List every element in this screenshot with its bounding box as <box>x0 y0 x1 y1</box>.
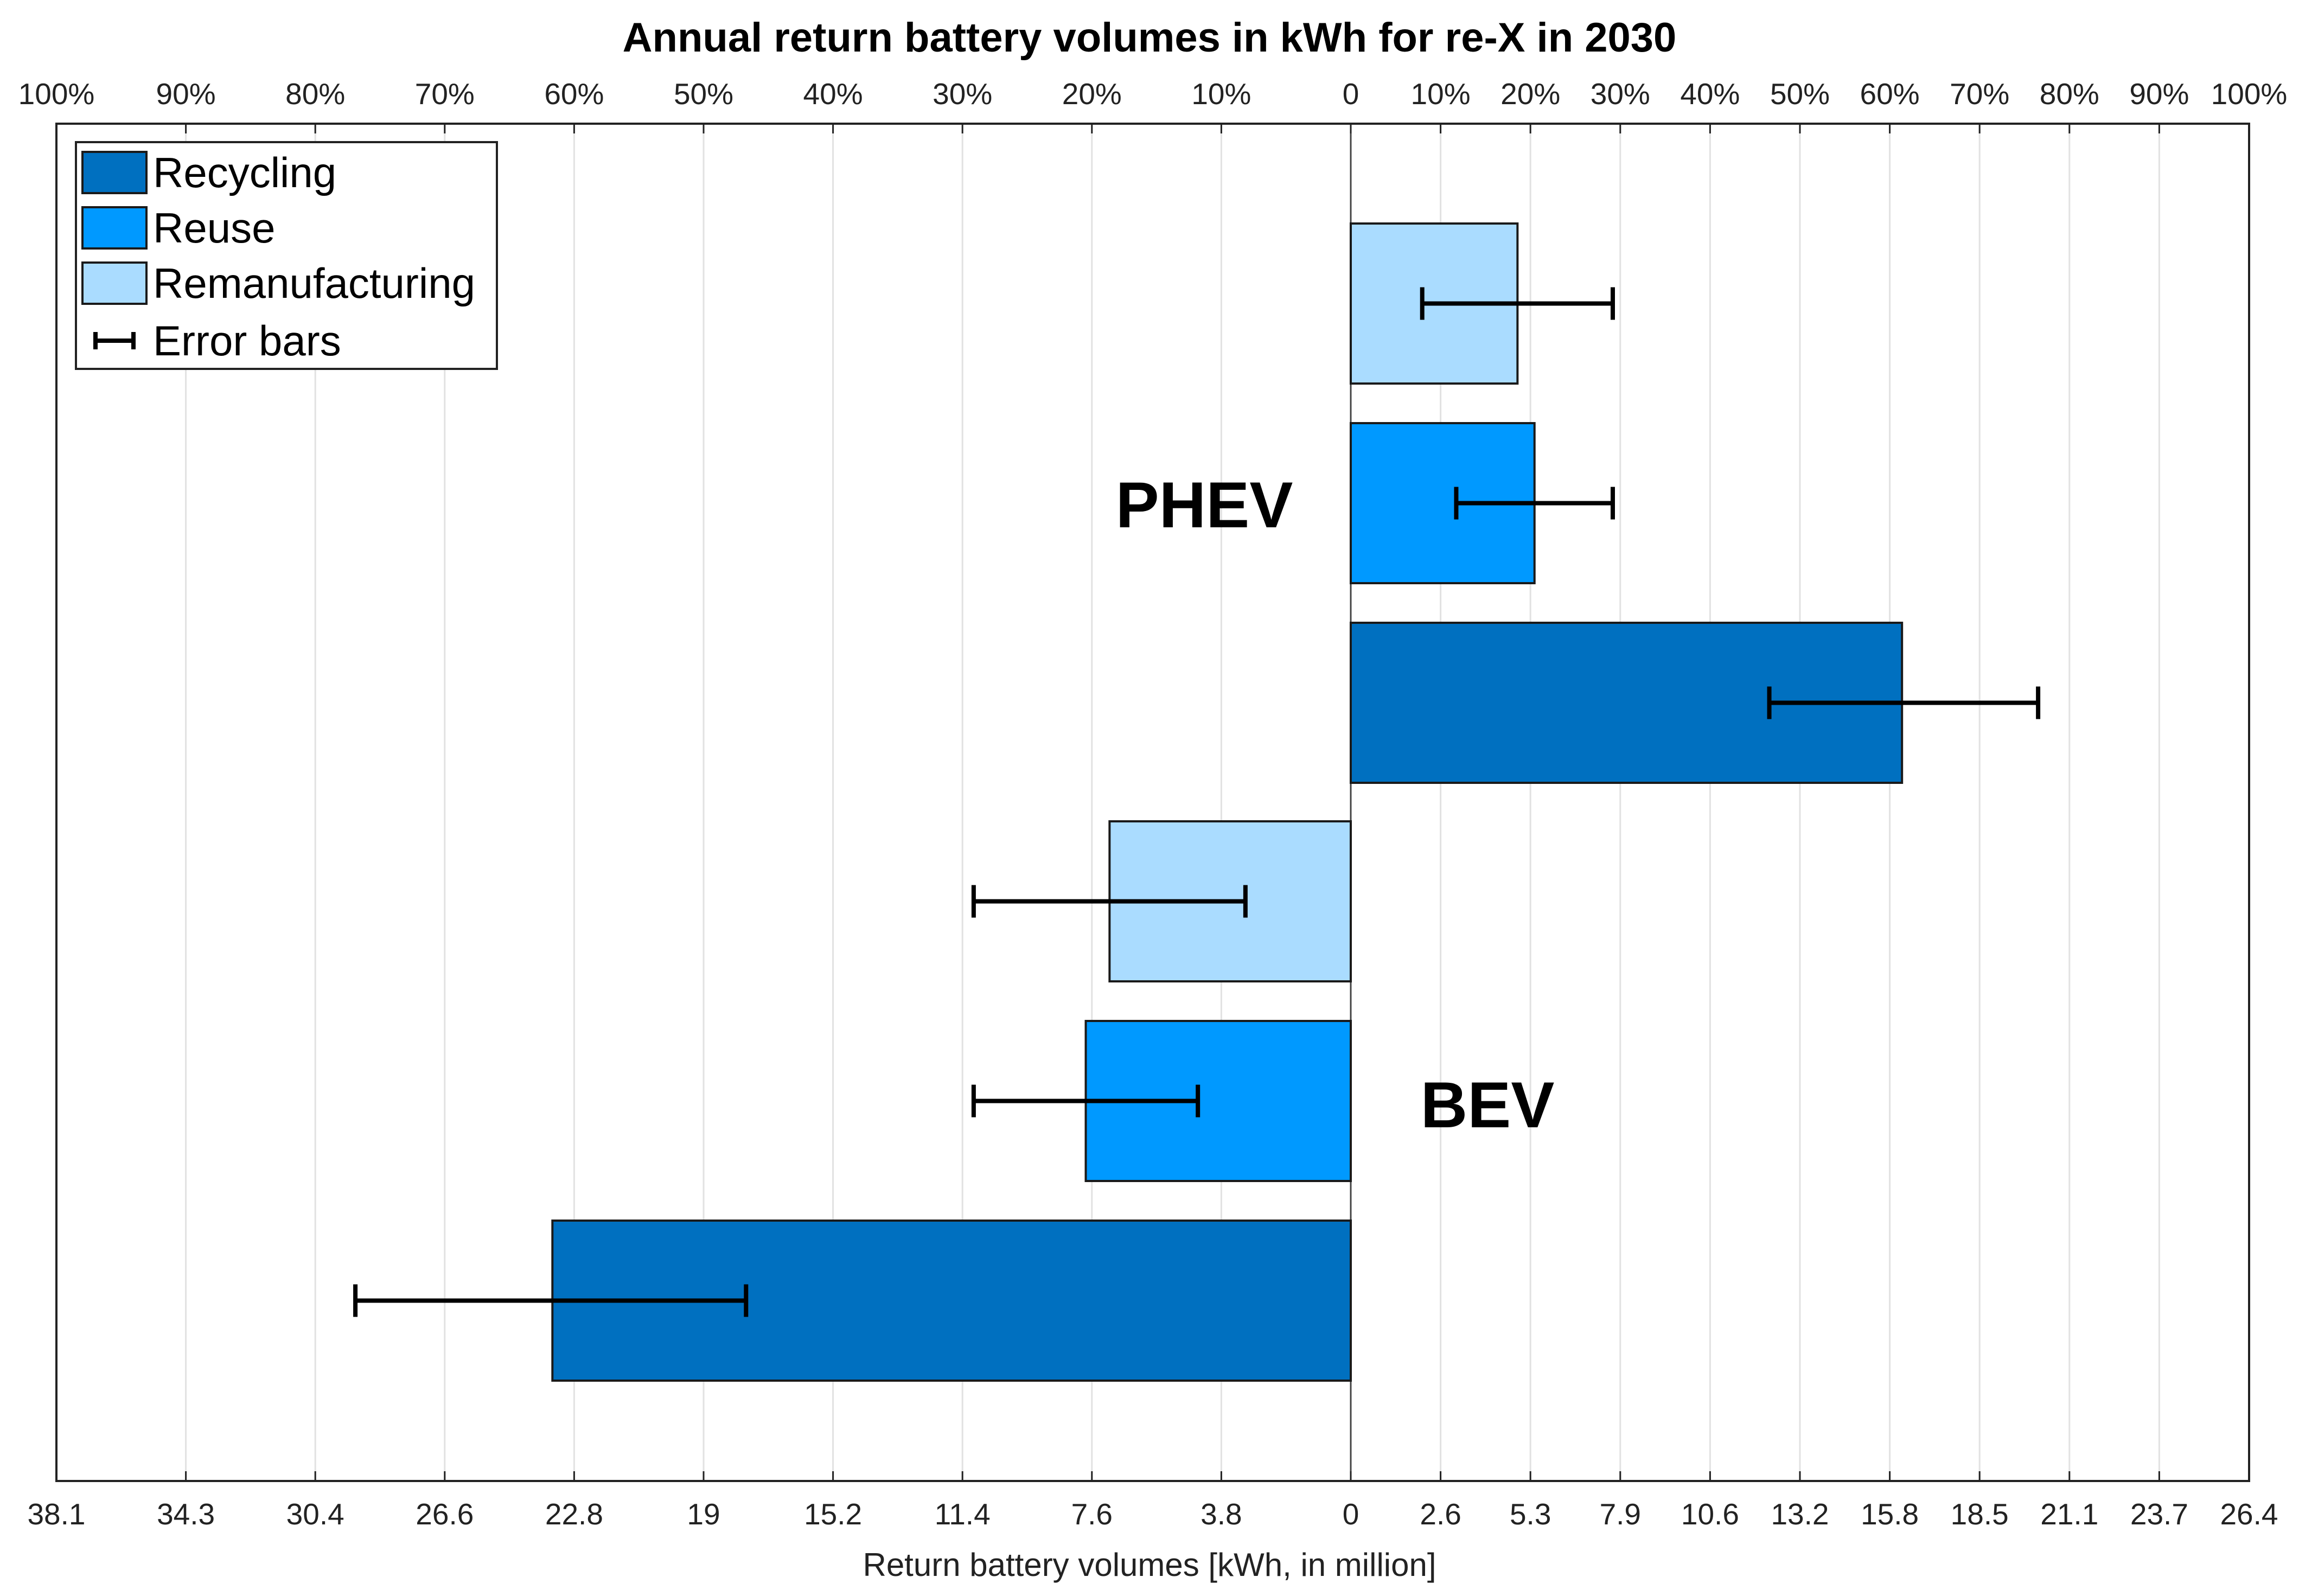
bottom-tick-label: 26.6 <box>416 1497 474 1531</box>
top-tick-label: 50% <box>1770 77 1830 111</box>
bottom-tick-label: 26.4 <box>2220 1497 2278 1531</box>
gridlines <box>185 124 2160 1481</box>
bottom-tick-label: 22.8 <box>545 1497 603 1531</box>
bottom-tick-label: 3.8 <box>1200 1497 1242 1531</box>
bottom-tick-label: 21.1 <box>2040 1497 2098 1531</box>
bottom-tick-label: 18.5 <box>1951 1497 2009 1531</box>
top-tick-label: 90% <box>156 77 216 111</box>
bottom-tick-label: 30.4 <box>286 1497 344 1531</box>
top-tick-label: 80% <box>2040 77 2099 111</box>
top-tick-label: 70% <box>1950 77 2009 111</box>
error-bar <box>971 885 1248 918</box>
error-bar <box>1420 287 1615 320</box>
top-tick-label: 60% <box>1860 77 1920 111</box>
bottom-tick-label: 23.7 <box>2130 1497 2188 1531</box>
top-tick-label: 40% <box>1680 77 1740 111</box>
bottom-tick-label: 19 <box>687 1497 720 1531</box>
legend-errorbar-icon <box>93 332 136 349</box>
group-label-phev: PHEV <box>1116 469 1293 541</box>
legend-swatch <box>81 206 148 250</box>
top-tick-label: 10% <box>1411 77 1471 111</box>
top-tick-label: 100% <box>2211 77 2288 111</box>
top-tick-label: 70% <box>415 77 475 111</box>
bottom-tick-label: 5.3 <box>1510 1497 1551 1531</box>
error-bar <box>353 1284 749 1317</box>
legend-label: Remanufacturing <box>153 259 475 307</box>
group-label-bev: BEV <box>1421 1069 1555 1141</box>
bottom-tick-label: 2.6 <box>1420 1497 1461 1531</box>
legend-swatch <box>81 261 148 305</box>
top-tick-label: 80% <box>285 77 345 111</box>
bottom-tick-label: 0 <box>1343 1497 1359 1531</box>
top-tick-label: 100% <box>18 77 95 111</box>
error-bar <box>971 1084 1200 1118</box>
top-tick-label: 30% <box>1591 77 1650 111</box>
top-tick-label: 50% <box>674 77 733 111</box>
top-tick-label: 20% <box>1500 77 1560 111</box>
plot-frame <box>55 123 2250 1482</box>
bottom-tick-label: 11.4 <box>935 1497 991 1531</box>
bottom-tick-label: 7.6 <box>1071 1497 1113 1531</box>
top-tick-label: 30% <box>933 77 992 111</box>
bars <box>353 222 2041 1382</box>
top-tick-label: 60% <box>544 77 604 111</box>
chart-title: Annual return battery volumes in kWh for… <box>623 15 1677 61</box>
legend-label: Recycling <box>153 149 336 196</box>
bottom-tick-label: 38.1 <box>27 1497 85 1531</box>
bottom-tick-label: 10.6 <box>1681 1497 1739 1531</box>
bottom-tick-label: 15.8 <box>1861 1497 1919 1531</box>
top-tick-label: 90% <box>2129 77 2189 111</box>
axes: 100% 90% 80% 70% 60% 50% 40% 30% 20% 10% 0 10% 20% 30… <box>18 77 2288 1531</box>
top-tick-label: 10% <box>1191 77 1251 111</box>
error-bar <box>1454 487 1615 520</box>
top-tick-label: 20% <box>1062 77 1122 111</box>
top-tick-label: 0 <box>1343 77 1359 111</box>
bottom-tick-label: 7.9 <box>1600 1497 1641 1531</box>
top-tick-label: 40% <box>803 77 863 111</box>
x-axis-label: Return battery volumes [kWh, in million] <box>863 1547 1436 1583</box>
bottom-tick-label: 13.2 <box>1771 1497 1829 1531</box>
error-bar <box>1767 686 2041 719</box>
bottom-tick-label: 15.2 <box>804 1497 862 1531</box>
group-labels: PHEV BEV <box>1116 469 1555 1141</box>
legend-label: Reuse <box>153 204 275 252</box>
bottom-tick-label: 34.3 <box>157 1497 215 1531</box>
legend-swatch <box>81 151 148 194</box>
legend-label: Error bars <box>153 317 341 365</box>
legend: Recycling Reuse Remanufacturing Error bars <box>75 141 498 370</box>
